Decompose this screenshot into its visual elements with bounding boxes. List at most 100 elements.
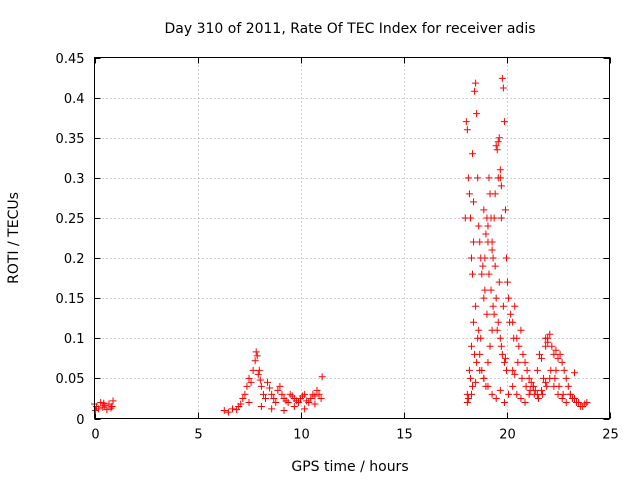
data-point [562, 398, 570, 406]
data-point [542, 378, 550, 386]
data-point [558, 358, 566, 366]
data-point [497, 182, 505, 190]
data-point [95, 405, 103, 413]
data-point [489, 302, 497, 310]
data-point [560, 366, 568, 374]
data-point [523, 366, 531, 374]
data-point [497, 342, 505, 350]
y-axis-label: ROTI / TECUs [6, 192, 22, 284]
x-tick-label: 5 [194, 428, 202, 443]
data-point [280, 406, 288, 414]
data-point [542, 342, 550, 350]
data-point [550, 350, 558, 358]
data-point [467, 342, 475, 350]
data-point [543, 382, 551, 390]
data-point [235, 402, 243, 410]
data-point [497, 214, 505, 222]
data-point [488, 238, 496, 246]
data-point [305, 398, 313, 406]
data-point [270, 394, 278, 402]
data-point [525, 390, 533, 398]
data-point [462, 118, 470, 126]
data-point [252, 348, 260, 356]
data-point [554, 354, 562, 362]
data-point [503, 366, 510, 374]
y-tick-label: 0.05 [56, 372, 85, 387]
data-point [473, 358, 481, 366]
data-point [471, 350, 479, 358]
data-point [256, 376, 264, 384]
x-tick-label: 15 [396, 428, 413, 443]
data-point [475, 222, 483, 230]
data-point [475, 326, 483, 334]
data-point [492, 142, 500, 150]
data-point [529, 382, 537, 390]
data-point [481, 286, 489, 294]
data-point [470, 198, 478, 206]
data-point [311, 392, 319, 400]
data-point [506, 318, 514, 326]
data-point [548, 342, 556, 350]
data-point [254, 370, 262, 378]
data-point [562, 374, 570, 382]
data-point [471, 87, 479, 95]
data-point [464, 174, 472, 182]
y-tick-label: 0.25 [56, 212, 85, 227]
data-point [266, 384, 274, 392]
y-tick-label: 0.4 [64, 92, 85, 107]
data-point [505, 390, 513, 398]
data-point [301, 405, 309, 413]
data-point [465, 366, 473, 374]
data-point [294, 398, 302, 406]
data-point [525, 374, 533, 382]
x-tick-label: 25 [602, 428, 619, 443]
data-point [521, 358, 529, 366]
data-point [241, 390, 249, 398]
data-point [239, 394, 247, 402]
data-point [480, 206, 488, 214]
data-point [503, 254, 510, 262]
data-point [556, 350, 564, 358]
data-point [484, 358, 492, 366]
data-point [510, 334, 518, 342]
data-point [317, 394, 325, 402]
data-point [467, 390, 475, 398]
data-point [492, 294, 500, 302]
data-point [546, 330, 554, 338]
data-point [533, 390, 541, 398]
data-point [517, 394, 525, 402]
data-point [100, 399, 108, 407]
data-point [313, 386, 321, 394]
y-tick-label: 0.35 [56, 132, 85, 147]
data-point [494, 174, 502, 182]
data-point [534, 394, 542, 402]
data-point [544, 338, 552, 346]
x-tick-label: 0 [91, 428, 99, 443]
data-point [486, 342, 494, 350]
data-point [491, 262, 499, 270]
data-point [220, 406, 228, 414]
data-point [469, 382, 477, 390]
data-point [268, 405, 276, 413]
data-point [483, 310, 491, 318]
data-point [307, 394, 315, 402]
x-axis-label: GPS time / hours [291, 459, 408, 475]
data-point [538, 386, 546, 394]
data-point [470, 238, 478, 246]
data-point [546, 374, 554, 382]
grid [94, 57, 610, 419]
data-point [264, 378, 272, 386]
data-point [499, 302, 507, 310]
data-point [485, 174, 493, 182]
data-point [495, 134, 503, 142]
data-point [284, 398, 292, 406]
y-tick-label: 0.15 [56, 292, 85, 307]
x-tick-label: 20 [499, 428, 516, 443]
data-point [558, 394, 566, 402]
data-point [108, 402, 116, 410]
data-point [501, 354, 509, 362]
data-point [496, 334, 504, 342]
data-point [500, 358, 508, 366]
data-point [485, 270, 493, 278]
data-point [97, 398, 105, 406]
